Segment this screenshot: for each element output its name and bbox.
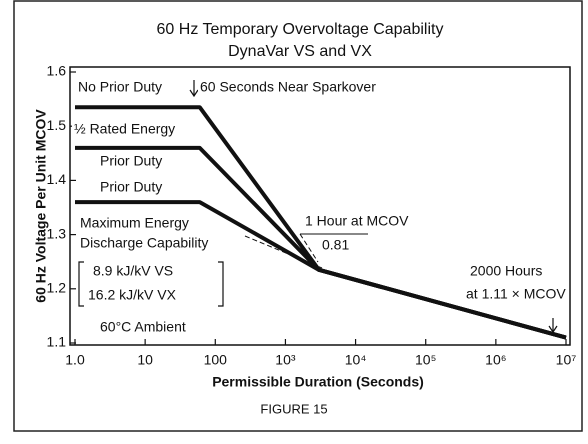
x-tick-label: 1.0	[65, 352, 85, 368]
annotation: 2000 Hours	[470, 263, 542, 279]
annotation: ½ Rated Energy	[74, 121, 175, 137]
label-background	[91, 263, 176, 281]
x-tick-label: 10⁷	[556, 352, 577, 368]
x-tick-label: 10⁵	[415, 352, 436, 368]
label-background	[98, 179, 165, 197]
plot-frame	[69, 66, 571, 346]
annotation: at 1.11 × MCOV	[466, 286, 566, 302]
label-background	[98, 319, 188, 337]
annotation: Prior Duty	[100, 153, 162, 169]
chart-subtitle: DynaVar VS and VX	[228, 43, 372, 60]
label-background	[78, 215, 191, 233]
label-background	[98, 153, 165, 171]
annotation: Maximum Energy	[80, 215, 189, 231]
annotation: 0.81	[322, 237, 349, 253]
annotation: 1 Hour at MCOV	[305, 213, 409, 229]
y-tick-label: 1.2	[47, 280, 67, 296]
label-background	[468, 263, 545, 281]
x-tick-label: 10³	[275, 352, 296, 368]
series-line	[75, 200, 567, 340]
y-tick-label: 1.5	[47, 117, 67, 133]
annotation: 60°C Ambient	[100, 319, 186, 335]
label-background	[464, 286, 569, 304]
label-background	[76, 79, 165, 97]
y-tick-label: 1.1	[47, 334, 67, 350]
x-axis-label: Permissible Duration (Seconds)	[212, 374, 424, 390]
label-background	[72, 121, 178, 139]
figure-caption: FIGURE 15	[260, 401, 327, 416]
annotation: Discharge Capability	[80, 235, 208, 251]
y-tick-label: 1.4	[47, 171, 67, 187]
x-tick-label: 10	[137, 352, 153, 368]
label-background	[303, 213, 412, 231]
y-axis-label: 60 Hz Voltage Per Unit MCOV	[33, 109, 49, 303]
arrow	[548, 318, 558, 334]
x-tick-label: 100	[204, 352, 228, 368]
annotation: No Prior Duty	[78, 79, 162, 95]
figure-frame	[13, 0, 583, 432]
label-background	[86, 287, 179, 305]
annotation: 8.9 kJ/kV VS	[93, 263, 173, 279]
arrow	[189, 80, 199, 98]
label-background	[198, 79, 379, 97]
annotation: 16.2 kJ/kV VX	[88, 287, 177, 303]
y-tick-label: 1.3	[47, 225, 67, 241]
annotation: 60 Seconds Near Sparkover	[200, 79, 376, 95]
bracket	[78, 261, 224, 307]
label-background	[320, 237, 352, 255]
chart-title: 60 Hz Temporary Overvoltage Capability	[157, 21, 444, 38]
x-tick-label: 10⁴	[345, 352, 367, 368]
x-tick-label: 10⁶	[485, 352, 506, 368]
annotation: Prior Duty	[100, 179, 162, 195]
y-tick-label: 1.6	[47, 63, 67, 79]
label-background	[78, 235, 211, 253]
